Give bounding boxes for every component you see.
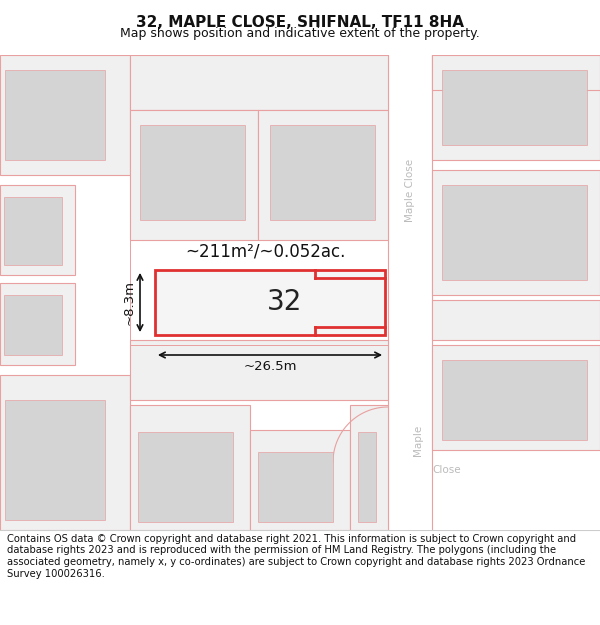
Bar bbox=[358, 432, 376, 522]
Bar bbox=[130, 340, 388, 400]
Bar bbox=[432, 300, 600, 340]
Bar bbox=[432, 55, 600, 160]
Polygon shape bbox=[333, 407, 388, 462]
Bar bbox=[0, 55, 130, 175]
Bar bbox=[140, 125, 245, 220]
Bar bbox=[442, 360, 587, 440]
Bar bbox=[442, 70, 587, 145]
Bar bbox=[5, 400, 105, 520]
Bar bbox=[388, 55, 432, 530]
Bar bbox=[4, 197, 62, 265]
Bar bbox=[258, 110, 388, 240]
Bar bbox=[442, 185, 587, 280]
Bar bbox=[130, 405, 250, 530]
Bar bbox=[155, 270, 385, 335]
Bar bbox=[130, 110, 258, 240]
Text: Maple Close: Maple Close bbox=[405, 158, 415, 221]
Bar bbox=[0, 283, 75, 365]
Text: ~26.5m: ~26.5m bbox=[243, 360, 297, 373]
Bar bbox=[0, 375, 130, 530]
Bar bbox=[270, 125, 375, 220]
Bar bbox=[350, 405, 388, 530]
Bar bbox=[4, 295, 62, 355]
Text: Close: Close bbox=[432, 465, 461, 475]
Bar bbox=[432, 170, 600, 295]
Text: 32: 32 bbox=[268, 289, 302, 316]
Text: 32, MAPLE CLOSE, SHIFNAL, TF11 8HA: 32, MAPLE CLOSE, SHIFNAL, TF11 8HA bbox=[136, 16, 464, 31]
Text: Contains OS data © Crown copyright and database right 2021. This information is : Contains OS data © Crown copyright and d… bbox=[7, 534, 586, 579]
Bar bbox=[5, 70, 105, 160]
Bar bbox=[258, 452, 333, 522]
Text: Map shows position and indicative extent of the property.: Map shows position and indicative extent… bbox=[120, 27, 480, 39]
Bar bbox=[130, 55, 388, 110]
Bar bbox=[138, 432, 233, 522]
Bar bbox=[432, 55, 600, 90]
Text: ~8.3m: ~8.3m bbox=[123, 280, 136, 325]
Bar bbox=[250, 430, 350, 530]
Text: ~211m²/~0.052ac.: ~211m²/~0.052ac. bbox=[185, 242, 346, 260]
Bar bbox=[432, 345, 600, 450]
Bar bbox=[155, 270, 385, 335]
Bar bbox=[0, 185, 75, 275]
Text: Maple: Maple bbox=[413, 424, 423, 456]
